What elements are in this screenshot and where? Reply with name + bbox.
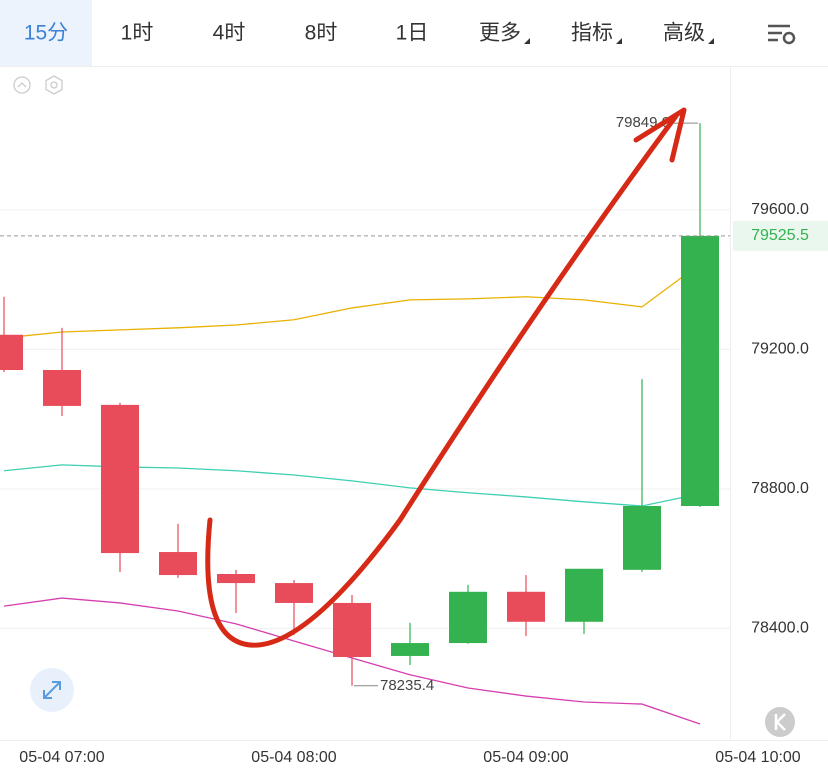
candle-body <box>449 591 487 644</box>
tab[interactable]: 1日 <box>396 22 429 45</box>
dropdown-caret <box>616 38 622 44</box>
y-tick-label: 78800.0 <box>751 480 809 497</box>
tab[interactable]: 指标 <box>571 22 613 45</box>
candle-body <box>507 591 545 622</box>
selected-tab-bg <box>0 0 92 66</box>
dropdown-caret <box>524 38 530 44</box>
annotation-arrow <box>205 113 679 648</box>
tab[interactable]: 更多 <box>479 22 521 45</box>
candle-body <box>159 552 197 576</box>
settings-icon[interactable] <box>768 24 796 45</box>
candle-body <box>217 574 255 584</box>
min-price-label: 78235.4 <box>380 677 434 694</box>
indicator-line <box>3 263 701 339</box>
dropdown-caret <box>708 38 714 44</box>
top-icons[interactable] <box>13 75 63 95</box>
y-tick-label: 79600.0 <box>751 201 809 218</box>
candle-body <box>623 506 661 570</box>
candle-body <box>43 369 81 406</box>
tab[interactable]: 8时 <box>305 22 338 45</box>
x-tick-label: 05-04 07:00 <box>19 749 105 766</box>
tab[interactable]: 1时 <box>121 22 154 45</box>
annotation-arrowhead <box>633 107 687 163</box>
candle-body <box>333 602 371 658</box>
last-price-label: 79525.5 <box>751 227 809 244</box>
expand-button[interactable] <box>30 668 74 712</box>
tab[interactable]: 高级 <box>663 22 705 45</box>
y-tick-label: 78400.0 <box>751 620 809 637</box>
candle-body <box>0 334 23 370</box>
x-tick-label: 05-04 08:00 <box>251 749 337 766</box>
candle-body <box>391 643 429 656</box>
candle-body <box>565 568 603 622</box>
y-tick-label: 79200.0 <box>751 341 809 358</box>
candle-body <box>681 235 719 507</box>
x-tick-label: 05-04 09:00 <box>483 749 569 766</box>
x-tick-label: 05-04 10:00 <box>715 749 801 766</box>
tab[interactable]: 15分 <box>24 22 68 45</box>
candle-body <box>275 583 313 603</box>
tab[interactable]: 4时 <box>213 22 246 45</box>
candle-body <box>101 404 139 554</box>
k-button[interactable] <box>765 707 795 737</box>
last-price-box <box>733 220 828 251</box>
